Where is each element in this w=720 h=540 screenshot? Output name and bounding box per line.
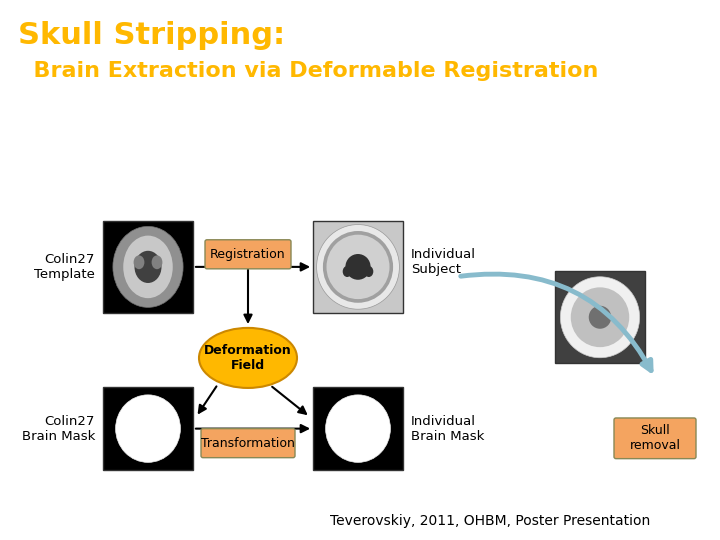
- Ellipse shape: [343, 266, 351, 277]
- Text: Teverovskiy, 2011, OHBM, Poster Presentation: Teverovskiy, 2011, OHBM, Poster Presenta…: [330, 515, 650, 528]
- Text: Skull
removal: Skull removal: [629, 424, 680, 453]
- Ellipse shape: [116, 395, 181, 462]
- Ellipse shape: [571, 287, 629, 347]
- Text: Skull Stripping:: Skull Stripping:: [18, 21, 285, 50]
- Ellipse shape: [134, 255, 145, 269]
- Bar: [103, 388, 193, 470]
- Text: Brain Extraction via Deformable Registration: Brain Extraction via Deformable Registra…: [18, 62, 598, 82]
- Ellipse shape: [317, 225, 400, 309]
- Ellipse shape: [346, 254, 371, 280]
- Bar: [555, 271, 645, 363]
- FancyBboxPatch shape: [205, 240, 291, 269]
- Ellipse shape: [135, 251, 161, 283]
- Ellipse shape: [113, 226, 183, 307]
- Bar: [313, 388, 403, 470]
- Text: Transformation: Transformation: [201, 437, 295, 450]
- Bar: [313, 221, 403, 313]
- Text: Colin27
Template: Colin27 Template: [34, 253, 95, 281]
- Ellipse shape: [560, 277, 639, 357]
- Text: Individual
Subject: Individual Subject: [411, 248, 476, 276]
- Ellipse shape: [364, 266, 373, 277]
- Ellipse shape: [326, 235, 390, 299]
- Text: Colin27
Brain Mask: Colin27 Brain Mask: [22, 415, 95, 443]
- Ellipse shape: [589, 306, 611, 329]
- FancyArrowPatch shape: [196, 264, 308, 271]
- Ellipse shape: [323, 231, 393, 303]
- Ellipse shape: [325, 395, 390, 462]
- FancyArrowPatch shape: [244, 269, 251, 322]
- FancyArrowPatch shape: [199, 387, 217, 413]
- FancyArrowPatch shape: [272, 387, 306, 414]
- FancyBboxPatch shape: [614, 418, 696, 458]
- Bar: [103, 221, 193, 313]
- FancyBboxPatch shape: [201, 429, 295, 458]
- FancyArrowPatch shape: [196, 425, 308, 432]
- Text: Deformation
Field: Deformation Field: [204, 344, 292, 372]
- Text: Registration: Registration: [210, 248, 286, 261]
- Ellipse shape: [199, 328, 297, 388]
- Text: Individual
Brain Mask: Individual Brain Mask: [411, 415, 485, 443]
- FancyArrowPatch shape: [461, 274, 651, 370]
- Ellipse shape: [152, 255, 163, 269]
- Ellipse shape: [123, 235, 173, 298]
